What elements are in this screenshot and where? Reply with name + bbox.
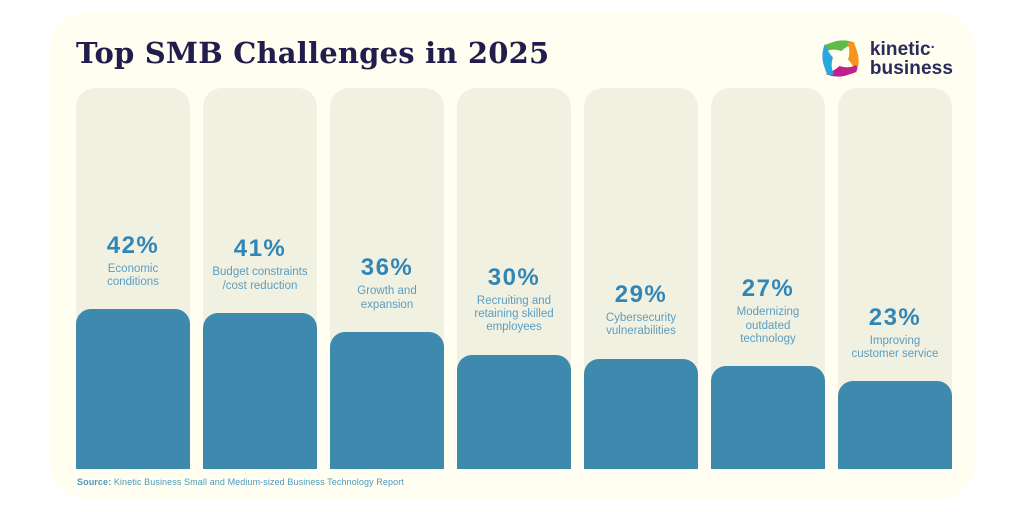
bar-value-label: 42% xyxy=(106,231,160,259)
brand-wordmark: kinetic. business xyxy=(869,34,953,79)
bar-column: 41% Budget constraints /cost reduction xyxy=(203,88,317,469)
bar-fill xyxy=(76,308,190,469)
header: Top SMB Challenges in 2025 kinetic. busi… xyxy=(76,32,953,80)
bar-chart: 42% Economic conditions 41% Budget const… xyxy=(76,88,952,469)
bar-fill xyxy=(330,331,444,469)
bar-category-label: Modernizing outdated technology xyxy=(736,306,800,345)
bar-column: 23% Improving customer service xyxy=(838,88,952,469)
trademark-dot: . xyxy=(930,34,935,51)
bar-column: 29% Cybersecurity vulnerabilities xyxy=(584,88,698,469)
bar-column: 36% Growth and expansion xyxy=(330,88,444,469)
bar-track: 42% Economic conditions xyxy=(76,88,190,469)
kinetic-business-logo: kinetic. business xyxy=(819,34,953,80)
bar-fill xyxy=(584,358,698,469)
infographic-card: Top SMB Challenges in 2025 kinetic. busi… xyxy=(50,12,975,500)
bar-track: 41% Budget constraints /cost reduction xyxy=(203,88,317,469)
bar-value-label: 29% xyxy=(614,281,668,309)
bar-category-label: Economic conditions xyxy=(107,262,159,288)
bar-category-label: Growth and expansion xyxy=(357,285,417,311)
bar-fill xyxy=(711,366,825,469)
bar-track: 36% Growth and expansion xyxy=(330,88,444,469)
bar-category-label: Improving customer service xyxy=(851,334,939,361)
bar-track: 27% Modernizing outdated technology xyxy=(711,88,825,469)
bar-label-group: 23% Improving customer service xyxy=(830,304,960,361)
bar-column: 27% Modernizing outdated technology xyxy=(711,88,825,469)
bar-category-label: Budget constraints /cost reduction xyxy=(212,266,308,292)
bar-label-group: 36% Growth and expansion xyxy=(322,254,452,311)
bar-category-label: Recruiting and retaining skilled employe… xyxy=(474,295,554,334)
bar-track: 23% Improving customer service xyxy=(838,88,952,469)
bar-value-label: 27% xyxy=(741,275,795,303)
bar-label-group: 27% Modernizing outdated technology xyxy=(703,275,833,346)
brand-line-business: business xyxy=(869,57,953,79)
source-label: Source: xyxy=(77,477,112,487)
bar-value-label: 30% xyxy=(487,264,541,292)
brand-line-kinetic: kinetic. xyxy=(869,34,935,60)
bar-label-group: 29% Cybersecurity vulnerabilities xyxy=(576,281,706,338)
bar-value-label: 36% xyxy=(360,254,414,282)
bar-column: 30% Recruiting and retaining skilled emp… xyxy=(457,88,571,469)
bar-fill xyxy=(838,381,952,469)
bar-column: 42% Economic conditions xyxy=(76,88,190,469)
source-text: Kinetic Business Small and Medium-sized … xyxy=(111,477,404,487)
bar-label-group: 42% Economic conditions xyxy=(68,232,198,289)
bar-value-label: 23% xyxy=(868,303,922,331)
bar-track: 29% Cybersecurity vulnerabilities xyxy=(584,88,698,469)
bar-category-label: Cybersecurity vulnerabilities xyxy=(605,312,677,338)
kinetic-pinwheel-icon xyxy=(820,38,861,79)
bar-fill xyxy=(457,354,571,469)
bar-track: 30% Recruiting and retaining skilled emp… xyxy=(457,88,571,469)
bar-value-label: 41% xyxy=(233,235,287,263)
source-note: Source: Kinetic Business Small and Mediu… xyxy=(77,477,404,487)
page-title: Top SMB Challenges in 2025 xyxy=(76,36,550,70)
bar-label-group: 30% Recruiting and retaining skilled emp… xyxy=(449,264,579,335)
bar-fill xyxy=(203,312,317,469)
bar-label-group: 41% Budget constraints /cost reduction xyxy=(195,235,325,292)
